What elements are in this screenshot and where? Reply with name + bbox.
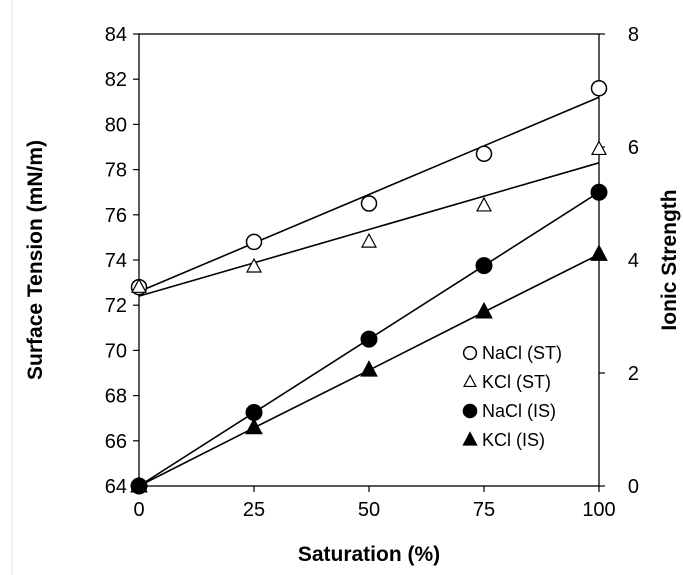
x-axis-title: Saturation (%) bbox=[298, 543, 440, 566]
kcl-is-point bbox=[590, 244, 608, 261]
kcl-is-point bbox=[475, 301, 493, 319]
y-tick-label: 72 bbox=[105, 295, 127, 317]
kcl-st-point bbox=[360, 232, 378, 248]
kcl-is-point bbox=[130, 475, 148, 493]
nacl-st-point bbox=[590, 79, 608, 97]
legend-marker bbox=[463, 374, 477, 388]
kcl-is-point bbox=[360, 360, 378, 377]
kcl-st-point bbox=[130, 278, 148, 293]
y-axis-title: Surface Tension (mN/m) bbox=[24, 140, 47, 380]
nacl-is-point bbox=[590, 183, 608, 201]
kcl-st-point bbox=[475, 196, 493, 212]
nacl-st-trendline bbox=[138, 96, 600, 293]
nacl-st-point bbox=[360, 195, 378, 212]
legend-label: KCl (ST) bbox=[482, 372, 551, 392]
y2-tick-label: 2 bbox=[628, 363, 639, 385]
kcl-is-point bbox=[245, 417, 263, 435]
legend: NaCl (ST) KCl (ST) NaCl (IS) KCl (IS) bbox=[462, 343, 562, 450]
y-tick-label: 76 bbox=[105, 205, 127, 227]
legend-marker bbox=[462, 345, 478, 361]
legend-marker bbox=[462, 431, 478, 446]
nacl-st-point bbox=[475, 145, 493, 163]
legend-label: KCl (IS) bbox=[482, 430, 545, 450]
kcl-st-point bbox=[245, 257, 263, 273]
y-tick-label: 68 bbox=[105, 386, 127, 408]
nacl-st-point bbox=[245, 233, 263, 251]
y-tick-label: 84 bbox=[105, 24, 127, 46]
nacl-is-point bbox=[475, 257, 493, 275]
y-tick-label: 70 bbox=[105, 340, 127, 362]
y2-tick-label: 0 bbox=[628, 476, 639, 498]
y-tick-label: 74 bbox=[105, 250, 127, 272]
x-tick-label: 50 bbox=[358, 499, 380, 521]
legend-label: NaCl (IS) bbox=[482, 401, 556, 421]
y-tick-label: 64 bbox=[105, 476, 127, 498]
nacl-is-point bbox=[360, 330, 378, 348]
y-tick-label: 78 bbox=[105, 160, 127, 182]
x-tick-label: 100 bbox=[582, 499, 615, 521]
x-tick-label: 75 bbox=[473, 499, 495, 521]
series-markers bbox=[130, 79, 608, 495]
y-tick-label: 80 bbox=[105, 114, 127, 136]
y-tick-label: 66 bbox=[105, 431, 127, 453]
y2-axis-title: Ionic Strength bbox=[658, 189, 681, 330]
x-tick-label: 0 bbox=[133, 499, 144, 521]
x-tick-label: 25 bbox=[243, 499, 265, 521]
y2-tick-label: 4 bbox=[628, 250, 639, 272]
legend-marker bbox=[462, 403, 478, 419]
kcl-st-point bbox=[590, 140, 608, 156]
y2-tick-label: 6 bbox=[628, 137, 639, 159]
kcl-st-trendline bbox=[138, 162, 600, 297]
y2-tick-label: 8 bbox=[628, 24, 639, 46]
legend-label: NaCl (ST) bbox=[482, 343, 562, 363]
y-tick-label: 82 bbox=[105, 69, 127, 91]
